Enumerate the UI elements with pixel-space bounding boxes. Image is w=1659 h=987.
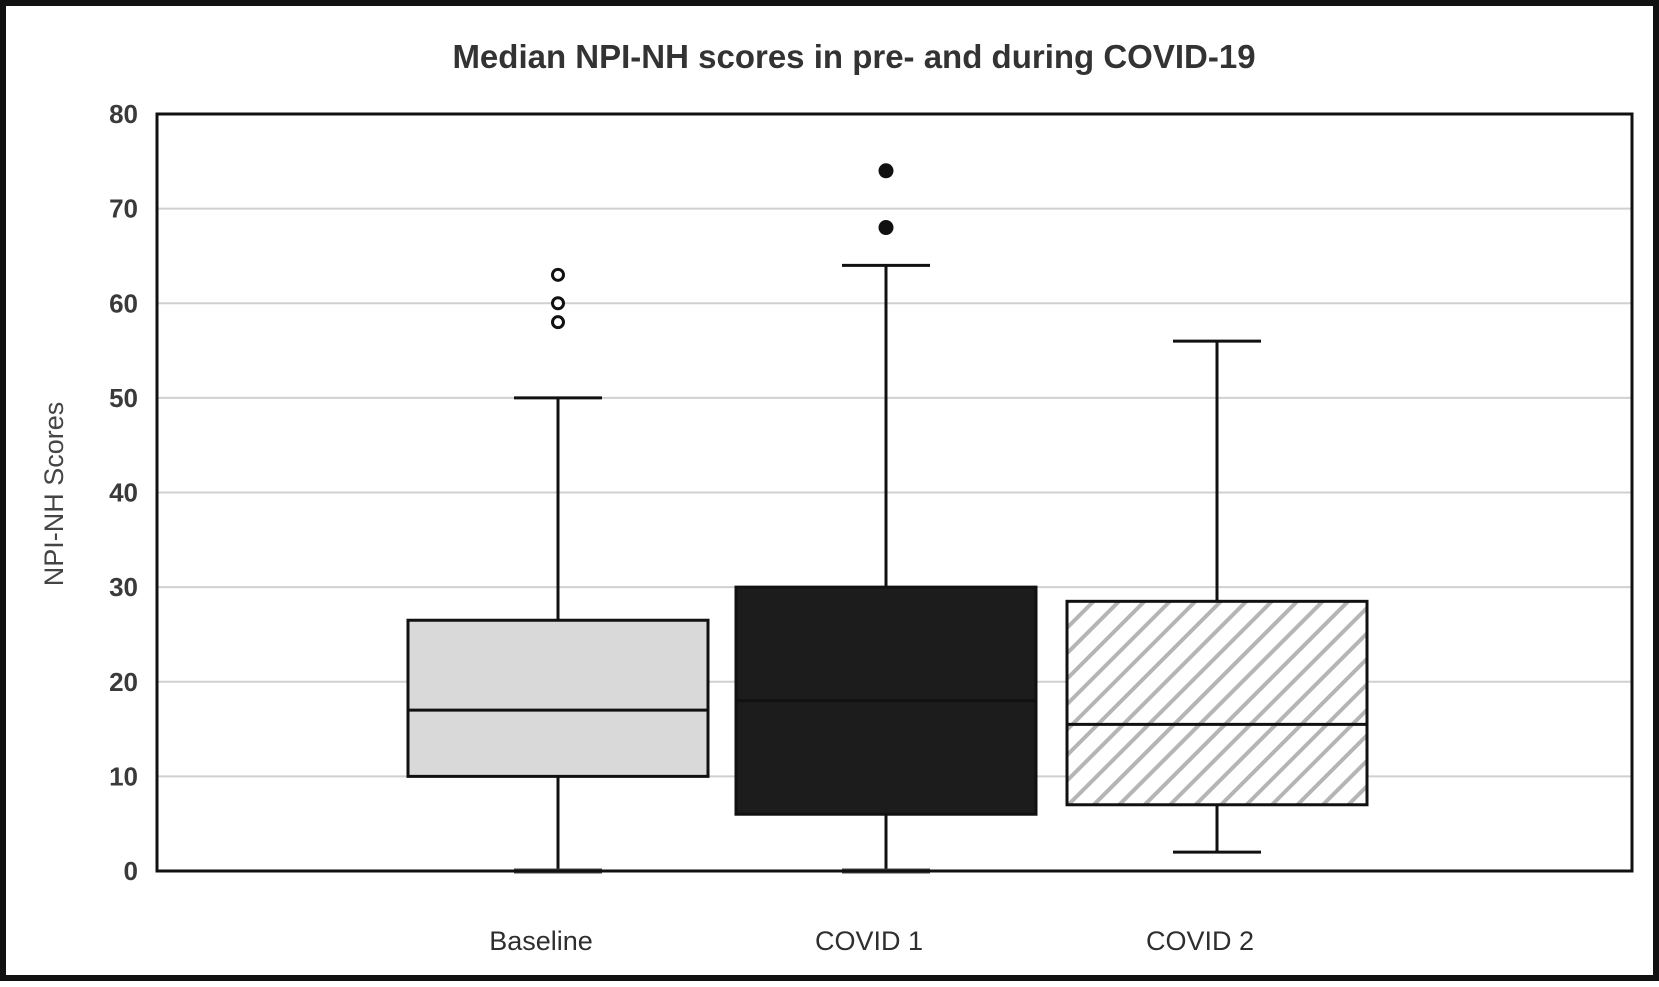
box-1 xyxy=(406,267,710,874)
box-3 xyxy=(1065,339,1369,854)
y-tick-label-50: 50 xyxy=(109,383,138,413)
y-tick-label-80: 80 xyxy=(109,99,138,129)
box-plot-chart: Median NPI-NH scores in pre- and during … xyxy=(39,38,1634,956)
y-tick-label-0: 0 xyxy=(124,856,138,886)
y-tick-label-70: 70 xyxy=(109,194,138,224)
y-axis-label: NPI-NH Scores xyxy=(39,402,69,587)
plot-area-border xyxy=(155,112,1634,873)
outlier-1-2 xyxy=(551,296,565,311)
outlier-1-3 xyxy=(551,267,565,282)
y-tick-label-60: 60 xyxy=(109,288,138,318)
y-tick-label-10: 10 xyxy=(109,761,138,791)
y-axis-ticks: 0 10 20 30 40 50 60 70 80 xyxy=(109,99,138,886)
chart-title: Median NPI-NH scores in pre- and during … xyxy=(452,38,1255,75)
outlier-1-1 xyxy=(551,315,565,330)
x-category-label-3: COVID 2 xyxy=(1146,926,1254,956)
iqr-box-1 xyxy=(406,618,710,778)
outlier-2-1 xyxy=(878,220,894,236)
outlier-2-2 xyxy=(878,163,894,179)
y-tick-label-30: 30 xyxy=(109,572,138,602)
boxes xyxy=(406,163,1369,874)
iqr-box-3 xyxy=(1065,599,1369,807)
y-tick-label-20: 20 xyxy=(109,667,138,697)
x-category-label-2: COVID 1 xyxy=(815,926,923,956)
y-tick-label-40: 40 xyxy=(109,478,138,508)
box-2 xyxy=(734,163,1038,874)
x-axis-categories: Baseline COVID 1 COVID 2 xyxy=(489,926,1254,956)
x-category-label-1: Baseline xyxy=(489,926,593,956)
